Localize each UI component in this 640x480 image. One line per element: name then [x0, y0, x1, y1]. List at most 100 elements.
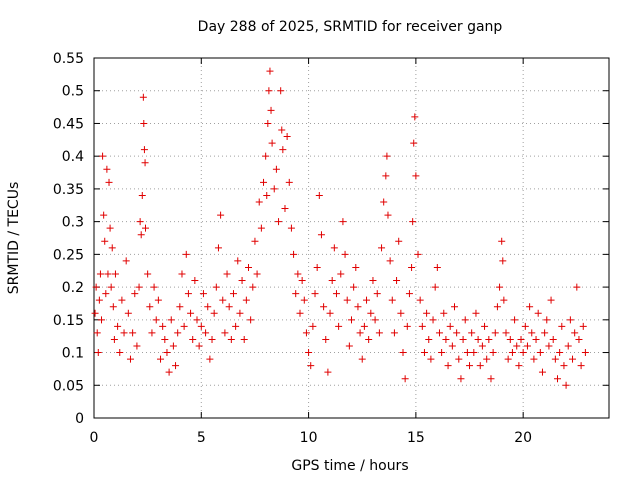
data-point — [229, 290, 237, 298]
data-point — [91, 309, 99, 317]
data-point — [94, 349, 102, 357]
data-point — [309, 322, 317, 330]
data-point — [208, 335, 216, 343]
data-point — [137, 231, 145, 239]
data-point — [551, 355, 559, 363]
y-tick-label: 0.05 — [53, 378, 84, 394]
data-point — [498, 237, 506, 245]
data-point — [298, 277, 306, 285]
data-point — [187, 309, 195, 317]
data-point — [418, 322, 426, 330]
data-point — [354, 303, 362, 311]
data-point — [103, 165, 111, 173]
data-point — [515, 362, 523, 370]
data-point — [272, 165, 280, 173]
data-points — [91, 67, 589, 389]
data-point — [159, 322, 167, 330]
data-point — [405, 290, 413, 298]
data-point — [315, 191, 323, 199]
data-point — [536, 349, 544, 357]
data-point — [302, 329, 310, 337]
x-tick-label: 5 — [197, 430, 206, 446]
data-point — [499, 257, 507, 265]
data-point — [367, 309, 375, 317]
data-point — [528, 329, 536, 337]
data-point — [296, 309, 304, 317]
data-point — [172, 362, 180, 370]
data-point — [131, 290, 139, 298]
y-axis-label: SRMTID / TECUs — [6, 182, 22, 295]
data-point — [234, 257, 242, 265]
y-tick-label: 0.25 — [53, 247, 84, 263]
data-point — [470, 349, 478, 357]
data-point — [290, 250, 298, 258]
data-point — [270, 185, 278, 193]
data-point — [167, 316, 175, 324]
data-point — [388, 296, 396, 304]
data-point — [371, 316, 379, 324]
data-point — [161, 335, 169, 343]
axis-ticks: 0 0.05 0.1 0.15 0.2 0.25 0.3 0.35 0.4 0.45 0.5 0.55… — [53, 51, 609, 446]
data-point — [420, 349, 428, 357]
data-point — [285, 178, 293, 186]
data-point — [275, 218, 283, 226]
data-point — [253, 270, 261, 278]
data-point — [560, 362, 568, 370]
plot-frame — [93, 57, 610, 419]
data-point — [225, 303, 233, 311]
data-point — [219, 296, 227, 304]
data-point — [410, 139, 418, 147]
data-point — [383, 152, 391, 160]
x-tick-label: 20 — [514, 430, 532, 446]
y-tick-label: 0.2 — [62, 280, 84, 296]
data-point — [105, 178, 113, 186]
data-point — [378, 244, 386, 252]
data-point — [530, 355, 538, 363]
data-point — [474, 335, 482, 343]
data-point — [101, 237, 109, 245]
data-point — [311, 290, 319, 298]
data-point — [386, 257, 394, 265]
data-point — [575, 335, 583, 343]
data-point — [487, 375, 495, 383]
data-point — [281, 205, 289, 213]
data-point — [566, 316, 574, 324]
data-point — [199, 290, 207, 298]
data-point — [350, 283, 358, 291]
data-point — [414, 250, 422, 258]
data-point — [174, 329, 182, 337]
data-point — [110, 335, 118, 343]
x-tick-label: 0 — [90, 430, 99, 446]
data-point — [448, 342, 456, 350]
data-point — [483, 355, 491, 363]
data-point — [453, 329, 461, 337]
data-point — [165, 368, 173, 376]
data-point — [189, 335, 197, 343]
data-point — [461, 316, 469, 324]
data-point — [481, 322, 489, 330]
data-point — [519, 349, 527, 357]
data-point — [257, 224, 265, 232]
data-point — [96, 270, 104, 278]
data-point — [517, 335, 525, 343]
data-point — [322, 335, 330, 343]
data-point — [489, 349, 497, 357]
data-point — [210, 309, 218, 317]
data-point — [324, 368, 332, 376]
data-point — [513, 342, 521, 350]
data-point — [139, 93, 147, 101]
data-point — [267, 106, 275, 114]
data-point — [435, 329, 443, 337]
data-point — [221, 329, 229, 337]
data-point — [93, 329, 101, 337]
data-point — [109, 303, 117, 311]
data-point — [140, 146, 148, 154]
data-point — [466, 362, 474, 370]
data-point — [393, 277, 401, 285]
data-point — [116, 349, 124, 357]
data-point — [148, 329, 156, 337]
data-point — [451, 303, 458, 311]
data-point — [382, 172, 390, 180]
data-point — [247, 316, 255, 324]
